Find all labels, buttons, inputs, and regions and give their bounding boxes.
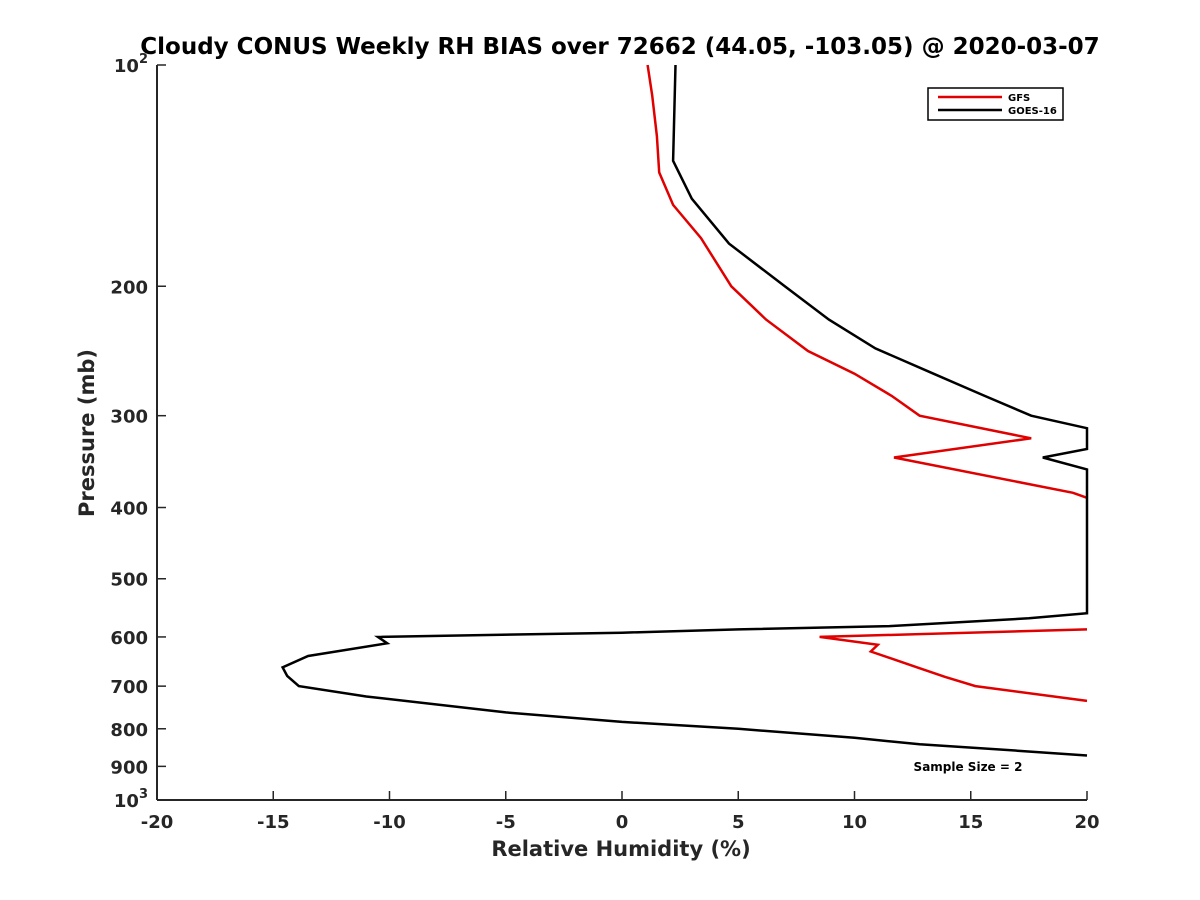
x-tick-label: -15: [257, 812, 290, 833]
y-ticks: 102 200 300 400 500 600 700 800 900 103: [110, 52, 166, 812]
plot-area: -20 -15 -10 -5 0 5 10 15 20 102 200 300 400 500 600 70…: [110, 52, 1099, 833]
y-tick-label: 500: [110, 570, 148, 591]
legend: GFS GOES-16: [927, 87, 1064, 121]
y-tick-label: 200: [110, 277, 148, 298]
series-line-goes16-1: [280, 64, 1089, 757]
x-tick-label: 20: [1074, 812, 1099, 833]
legend-box: [927, 87, 1064, 121]
x-tick-label: -20: [141, 812, 174, 833]
series-line-gfs-2: [819, 628, 1088, 703]
legend-label-gfs: GFS: [1008, 93, 1030, 104]
y-tick-label: 103: [114, 787, 148, 812]
y-tick-label: 800: [110, 720, 148, 741]
x-ticks: -20 -15 -10 -5 0 5 10 15 20: [141, 791, 1100, 833]
y-tick-label: 102: [114, 52, 148, 77]
sample-size-annotation: Sample Size = 2: [914, 760, 1023, 774]
chart-title: Cloudy CONUS Weekly RH BIAS over 72662 (…: [140, 34, 1099, 60]
y-tick-label: 600: [110, 628, 148, 649]
x-axis-label: Relative Humidity (%): [491, 837, 750, 861]
x-tick-label: 0: [616, 812, 629, 833]
series-layer: [280, 64, 1089, 757]
x-tick-label: 15: [958, 812, 983, 833]
y-tick-label: 900: [110, 757, 148, 778]
y-tick-label: 400: [110, 499, 148, 520]
x-tick-label: 10: [842, 812, 867, 833]
y-axis-label: Pressure (mb): [75, 349, 99, 517]
x-tick-label: -5: [496, 812, 516, 833]
series-line-gfs-0: [646, 64, 1088, 499]
y-tick-label: 300: [110, 407, 148, 428]
x-tick-label: 5: [732, 812, 745, 833]
legend-label-goes16: GOES-16: [1008, 106, 1057, 117]
x-tick-label: -10: [373, 812, 406, 833]
y-tick-label: 700: [110, 677, 148, 698]
